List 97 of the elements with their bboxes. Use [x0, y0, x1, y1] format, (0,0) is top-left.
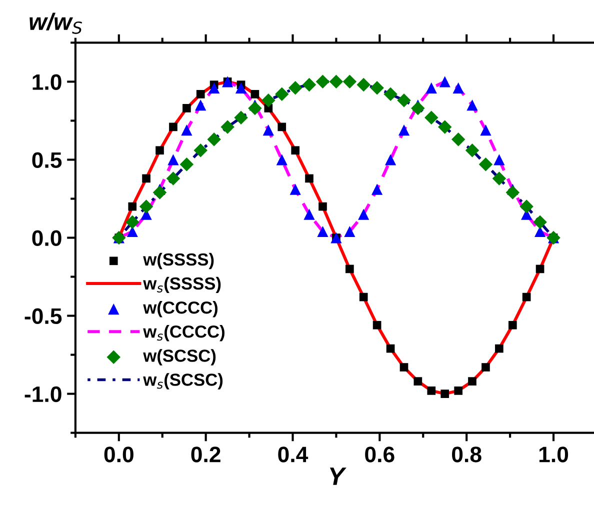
y-tick-label: -1.0	[24, 386, 62, 402]
point	[386, 344, 395, 353]
point	[194, 143, 208, 158]
point	[262, 124, 274, 136]
point	[234, 110, 248, 124]
legend-label: w(SCSC)	[143, 349, 216, 366]
point	[304, 208, 315, 220]
point	[182, 104, 191, 112]
point	[290, 184, 301, 195]
point	[278, 122, 286, 132]
point	[397, 94, 411, 108]
point	[291, 146, 300, 155]
y-tick-label: 0.0	[32, 230, 62, 246]
point	[168, 154, 179, 166]
point	[156, 146, 164, 155]
x-tick-label: 0.6	[365, 446, 394, 462]
point	[426, 82, 437, 94]
point	[235, 82, 247, 94]
y-axis-title: w/w$_{S}$	[30, 12, 82, 34]
point	[508, 320, 517, 330]
point	[440, 390, 450, 398]
y-tick-label: -0.5	[24, 308, 62, 324]
point	[359, 292, 368, 302]
y-tick-label: 0.5	[32, 152, 62, 168]
point	[533, 215, 547, 230]
legend-label: w(CCCC)	[143, 301, 218, 318]
point	[424, 110, 438, 124]
point	[522, 292, 531, 302]
point	[152, 186, 167, 200]
point	[495, 344, 504, 353]
point	[411, 101, 425, 116]
point	[506, 186, 520, 200]
point	[452, 82, 464, 94]
point	[220, 120, 234, 134]
x-tick-label: 1.0	[539, 446, 568, 462]
legend-label: w(SSSS)	[143, 252, 214, 270]
point	[356, 78, 370, 92]
point	[329, 74, 344, 89]
point	[250, 90, 260, 98]
point	[478, 158, 493, 172]
legend-label: w$_{s}$(CCCC)	[143, 325, 224, 342]
point	[342, 74, 357, 89]
y-tick-label: 1.0	[32, 74, 62, 90]
point	[358, 208, 370, 220]
point	[318, 202, 327, 211]
point	[492, 172, 506, 186]
point	[480, 124, 492, 136]
point	[317, 226, 328, 238]
legend-label: w$_{s}$(SCSC)	[143, 373, 223, 390]
point	[196, 90, 205, 98]
point	[482, 363, 490, 372]
point	[465, 143, 480, 158]
point	[400, 363, 408, 372]
point	[169, 122, 178, 132]
point	[384, 154, 396, 166]
point	[275, 87, 289, 102]
x-tick-label: 0.4	[278, 446, 308, 462]
point	[466, 100, 478, 111]
point	[384, 87, 398, 102]
point	[305, 174, 314, 183]
point	[370, 81, 384, 95]
point	[276, 154, 288, 166]
x-tick-label: 0.0	[104, 446, 134, 462]
x-axis-title: Y	[330, 468, 346, 485]
x-tick-label: 0.8	[452, 446, 482, 462]
point	[180, 158, 194, 172]
point	[288, 81, 302, 95]
point	[346, 264, 354, 274]
point	[139, 200, 154, 214]
point	[398, 124, 410, 136]
point	[125, 215, 140, 230]
point	[207, 132, 221, 146]
point	[166, 172, 180, 186]
point	[128, 202, 137, 211]
legend-label: w$_{s}$(SSSS)	[143, 276, 221, 294]
point	[248, 101, 262, 116]
point	[372, 184, 383, 195]
point	[302, 78, 316, 92]
point	[372, 320, 382, 330]
point	[344, 226, 356, 238]
point	[451, 132, 466, 146]
point	[536, 264, 544, 274]
point	[195, 100, 206, 111]
point	[454, 386, 462, 395]
point	[439, 76, 450, 88]
point	[142, 174, 150, 183]
point	[208, 82, 220, 94]
point	[181, 124, 192, 136]
point	[316, 74, 330, 89]
point	[468, 377, 476, 386]
point	[494, 154, 505, 166]
x-tick-label: 0.2	[191, 446, 220, 462]
point	[414, 377, 422, 386]
point	[520, 200, 534, 214]
point	[427, 386, 436, 395]
point	[262, 94, 276, 108]
point	[438, 120, 452, 134]
